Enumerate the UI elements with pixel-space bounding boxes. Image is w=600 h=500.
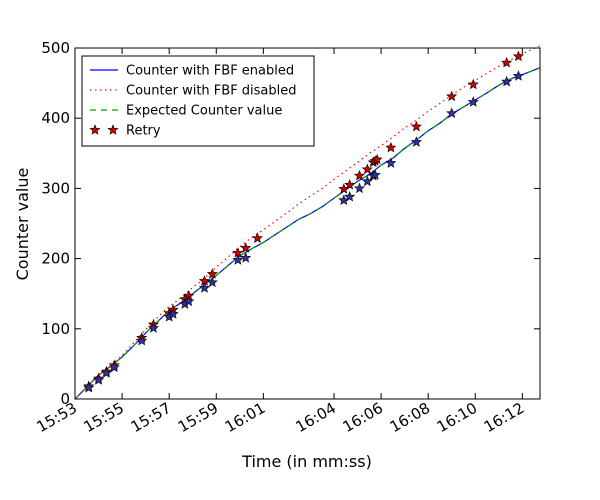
retry-marker: [198, 282, 211, 293]
retry-marker: [410, 120, 422, 132]
retry-marker: [467, 96, 479, 107]
series-layer: [74, 45, 541, 400]
retry-marker: [147, 322, 160, 333]
retry-marker: [361, 163, 373, 175]
retry-marker: [206, 268, 218, 279]
x-tick-label: 16:06: [340, 399, 386, 436]
retry-marker: [108, 361, 120, 373]
legend-label-0: Counter with FBF enabled: [126, 64, 294, 79]
retry-marker: [206, 276, 218, 288]
legend: Counter with FBF enabled Counter with FBF…: [81, 55, 315, 147]
retry-marker: [512, 70, 524, 81]
retry-marker: [240, 252, 252, 263]
retry-marker: [446, 90, 458, 102]
retry-marker: [93, 374, 105, 385]
y-tick-label: 300: [41, 179, 70, 197]
x-axis-label: Time (in mm:ss): [241, 452, 372, 471]
y-tick-label: 200: [41, 250, 70, 268]
retry-marker: [385, 157, 397, 168]
retry-marker: [501, 56, 513, 68]
legend-label-2: Expected Counter value: [126, 104, 282, 119]
y-axis-label: Counter value: [13, 168, 32, 281]
retry-marker: [136, 334, 148, 346]
x-tick-label: 16:04: [293, 399, 339, 436]
x-tick-label: 16:08: [387, 399, 433, 436]
retry-marker: [251, 232, 263, 243]
retry-marker: [232, 254, 244, 265]
retry-marker: [353, 169, 366, 181]
retry-marker: [467, 78, 479, 90]
y-tick-label: 0: [60, 390, 70, 408]
retry-marker: [83, 381, 95, 393]
x-tick-label: 15:57: [128, 399, 174, 436]
retry-marker: [410, 136, 422, 147]
legend-label-3: Retry: [126, 124, 161, 139]
x-tick-label: 15:53: [34, 399, 80, 436]
retry-marker: [240, 242, 252, 253]
retry-marker: [167, 308, 179, 319]
retry-marker: [344, 191, 356, 202]
retry-marker: [371, 153, 383, 165]
retry-marker: [183, 295, 195, 307]
retry-marker: [353, 182, 366, 194]
y-tick-label: 100: [41, 320, 70, 338]
x-tick-label: 15:55: [81, 399, 127, 436]
x-tick-label: 15:59: [175, 399, 221, 436]
x-tick-label: 16:01: [222, 399, 268, 436]
retry-marker: [100, 367, 112, 378]
retry-marker: [501, 75, 513, 87]
retry-marker: [446, 107, 458, 118]
plot-frame: [74, 47, 541, 400]
retry-marker: [344, 179, 356, 190]
retry-marker: [512, 50, 524, 62]
retry-marker: [385, 141, 397, 153]
legend-label-1: Counter with FBF disabled: [126, 84, 297, 99]
x-tick-label: 16:10: [434, 399, 480, 436]
legend-marker-3: [89, 124, 101, 135]
y-tick-label: 500: [41, 39, 70, 57]
legend-marker-3: [107, 124, 119, 135]
legend-box: [81, 55, 315, 147]
y-tick-label: 400: [41, 109, 70, 127]
x-tick-label: 16:12: [481, 399, 527, 436]
retry-marker: [369, 169, 381, 180]
